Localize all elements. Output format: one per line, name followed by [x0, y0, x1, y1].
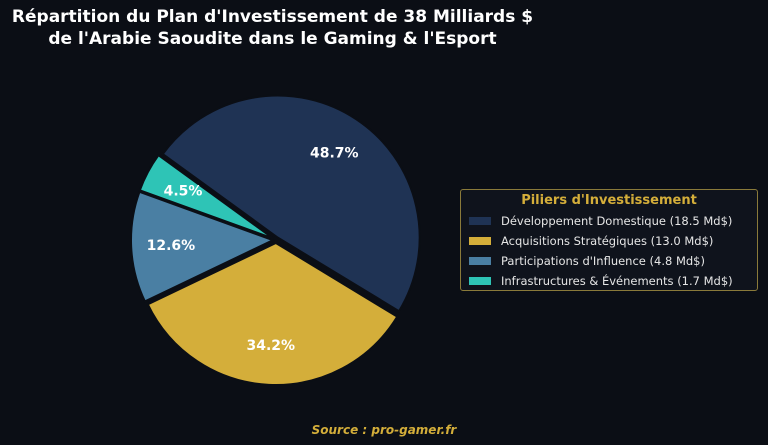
chart-title-line2: de l'Arabie Saoudite dans le Gaming & l'… — [48, 29, 497, 49]
legend-label: Participations d'Influence (4.8 Md$) — [501, 254, 705, 268]
pie-slice — [146, 241, 399, 386]
legend-item-participations: Participations d'Influence (4.8 Md$) — [461, 251, 757, 271]
pie-slice — [161, 94, 421, 313]
pie-slice — [138, 153, 274, 240]
pie-slice-label: 34.2% — [246, 338, 295, 354]
pie-slice-label: 4.5% — [164, 184, 203, 200]
legend-swatch — [469, 237, 491, 245]
legend-item-acquisitions: Acquisitions Stratégiques (13.0 Md$) — [461, 231, 757, 251]
pie-slice-label: 48.7% — [310, 145, 359, 161]
source-caption: Source : pro-gamer.fr — [311, 423, 457, 437]
legend-swatch — [469, 257, 491, 265]
chart-title: Répartition du Plan d'Investissement de … — [0, 6, 545, 50]
legend-label: Acquisitions Stratégiques (13.0 Md$) — [501, 234, 714, 248]
legend-label: Développement Domestique (18.5 Md$) — [501, 214, 733, 228]
legend: Piliers d'Investissement Développement D… — [460, 189, 758, 291]
legend-swatch — [469, 277, 491, 285]
chart-title-line1: Répartition du Plan d'Investissement de … — [11, 7, 534, 27]
pie-slice — [130, 190, 276, 303]
legend-swatch — [469, 217, 491, 225]
legend-item-domestic: Développement Domestique (18.5 Md$) — [461, 211, 757, 231]
legend-label: Infrastructures & Événements (1.7 Md$) — [501, 274, 733, 288]
pie-slice-label: 12.6% — [147, 238, 196, 254]
legend-item-infrastructures: Infrastructures & Événements (1.7 Md$) — [461, 271, 757, 291]
legend-title: Piliers d'Investissement — [521, 193, 697, 208]
